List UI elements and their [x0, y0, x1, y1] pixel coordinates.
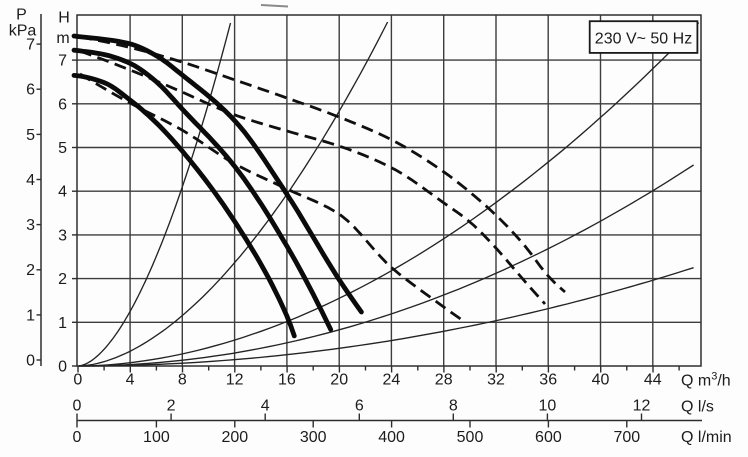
svg-text:8: 8: [178, 372, 187, 389]
svg-text:4: 4: [126, 372, 135, 389]
svg-text:12: 12: [633, 398, 651, 415]
svg-text:Q m3/h: Q m3/h: [681, 371, 731, 390]
svg-text:28: 28: [435, 372, 453, 389]
svg-text:32: 32: [487, 372, 505, 389]
svg-text:500: 500: [457, 429, 484, 446]
svg-text:44: 44: [644, 372, 662, 389]
svg-text:40: 40: [592, 372, 610, 389]
svg-text:2: 2: [26, 262, 35, 279]
svg-text:Q l/s: Q l/s: [681, 399, 714, 416]
svg-text:2: 2: [58, 271, 67, 288]
svg-text:2: 2: [167, 398, 176, 415]
svg-text:3: 3: [26, 217, 35, 234]
svg-text:230 V~ 50 Hz: 230 V~ 50 Hz: [595, 31, 692, 48]
svg-text:H: H: [58, 10, 70, 27]
svg-text:6: 6: [58, 96, 67, 113]
svg-text:4: 4: [26, 172, 35, 189]
svg-text:24: 24: [383, 372, 401, 389]
svg-text:0: 0: [26, 353, 35, 370]
svg-text:20: 20: [330, 372, 348, 389]
svg-text:4: 4: [58, 184, 67, 201]
svg-text:5: 5: [58, 140, 67, 157]
svg-text:6: 6: [26, 82, 35, 99]
svg-text:Q l/min: Q l/min: [681, 429, 732, 446]
svg-text:6: 6: [355, 398, 364, 415]
svg-text:200: 200: [221, 429, 248, 446]
svg-text:10: 10: [539, 398, 557, 415]
svg-text:7: 7: [26, 37, 35, 54]
svg-text:m: m: [56, 30, 69, 47]
svg-text:100: 100: [143, 429, 170, 446]
svg-text:0: 0: [58, 359, 67, 376]
svg-text:400: 400: [378, 429, 405, 446]
svg-text:16: 16: [278, 372, 296, 389]
svg-text:600: 600: [535, 429, 562, 446]
svg-text:P: P: [16, 7, 27, 24]
svg-text:700: 700: [613, 429, 640, 446]
svg-text:1: 1: [58, 315, 67, 332]
svg-text:7: 7: [58, 53, 67, 70]
svg-text:300: 300: [300, 429, 327, 446]
svg-text:0: 0: [73, 398, 82, 415]
svg-text:36: 36: [539, 372, 557, 389]
svg-text:12: 12: [226, 372, 244, 389]
svg-text:3: 3: [58, 227, 67, 244]
svg-text:5: 5: [26, 127, 35, 144]
svg-text:4: 4: [261, 398, 270, 415]
svg-text:kPa: kPa: [9, 23, 37, 40]
svg-text:1: 1: [26, 307, 35, 324]
svg-text:8: 8: [449, 398, 458, 415]
svg-text:0: 0: [73, 429, 82, 446]
svg-text:0: 0: [73, 372, 82, 389]
